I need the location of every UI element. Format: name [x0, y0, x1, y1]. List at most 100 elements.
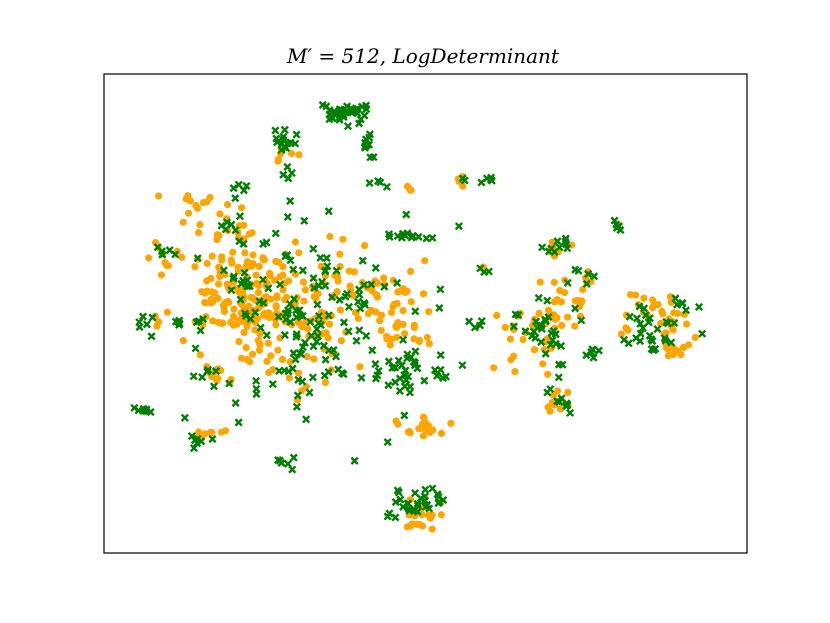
- orange-point: [154, 192, 163, 200]
- orange-point: [490, 364, 498, 372]
- green-x-point: [234, 418, 243, 427]
- orange-point: [422, 426, 430, 434]
- green-x-point: [694, 302, 704, 311]
- green-x-point: [329, 346, 338, 355]
- green-x-point: [436, 365, 445, 374]
- orange-point: [192, 201, 200, 210]
- orange-point: [419, 419, 427, 428]
- orange-point: [556, 405, 564, 413]
- green-x-point: [148, 313, 157, 322]
- orange-point: [683, 320, 691, 328]
- green-x-point: [283, 162, 292, 171]
- orange-point: [228, 259, 236, 267]
- orange-point: [380, 274, 388, 282]
- orange-point: [415, 425, 423, 433]
- green-x-point: [153, 243, 162, 252]
- orange-point: [407, 186, 415, 194]
- green-x-point: [256, 323, 265, 332]
- orange-point: [245, 230, 253, 238]
- green-x-point: [556, 341, 566, 351]
- green-x-point: [399, 335, 408, 344]
- orange-point: [587, 278, 595, 286]
- orange-point: [556, 287, 564, 295]
- green-x-point: [582, 279, 591, 288]
- green-x-point: [571, 304, 580, 313]
- green-x-point: [274, 312, 283, 321]
- orange-point: [539, 360, 547, 368]
- green-x-point: [194, 317, 203, 326]
- green-x-point: [371, 359, 380, 369]
- orange-point: [571, 322, 579, 330]
- green-x-point: [258, 275, 267, 284]
- green-x-point: [219, 266, 228, 275]
- orange-point: [279, 271, 287, 279]
- orange-point: [405, 428, 413, 436]
- green-x-point: [376, 178, 385, 187]
- orange-point: [219, 301, 227, 309]
- orange-point: [240, 328, 248, 337]
- green-x-point: [189, 372, 198, 381]
- green-x-point: [309, 244, 318, 253]
- green-x-point: [681, 306, 691, 315]
- green-x-point: [470, 323, 479, 332]
- orange-point: [264, 339, 272, 347]
- orange-point: [300, 297, 308, 305]
- orange-point: [234, 263, 242, 271]
- green-x-point: [277, 458, 286, 467]
- green-x-point: [354, 297, 363, 306]
- green-x-point: [411, 489, 420, 498]
- orange-point: [336, 250, 344, 258]
- green-x-point: [332, 266, 341, 275]
- orange-point: [301, 286, 309, 294]
- green-x-point: [292, 402, 301, 411]
- green-x-point: [313, 332, 323, 341]
- green-x-point: [252, 384, 261, 393]
- green-x-point: [305, 388, 314, 397]
- green-x-point: [360, 298, 369, 308]
- green-x-point: [234, 180, 243, 189]
- orange-point: [423, 333, 431, 342]
- green-x-point: [384, 357, 393, 366]
- green-x-point: [563, 278, 572, 287]
- green-x-point: [357, 102, 367, 111]
- green-x-point: [632, 333, 641, 343]
- orange-point: [310, 355, 318, 363]
- orange-point: [242, 344, 250, 352]
- orange-point: [294, 318, 303, 326]
- green-x-point: [538, 243, 547, 252]
- orange-point: [230, 305, 238, 313]
- orange-point: [266, 271, 274, 280]
- green-x-point: [414, 232, 423, 241]
- green-x-point: [142, 320, 151, 329]
- green-x-point: [280, 331, 289, 340]
- green-x-point: [671, 294, 680, 303]
- green-x-point: [537, 337, 546, 347]
- orange-point: [506, 335, 514, 343]
- green-x-point: [651, 344, 660, 353]
- green-x-point: [594, 346, 603, 355]
- orange-point: [240, 303, 248, 312]
- orange-point: [654, 301, 662, 309]
- green-x-point: [413, 499, 422, 508]
- green-x-point: [321, 355, 330, 364]
- green-x-point: [425, 504, 434, 513]
- orange-point: [238, 204, 246, 212]
- green-x-point: [388, 363, 397, 372]
- green-x-point: [289, 265, 298, 274]
- orange-point: [389, 303, 397, 311]
- green-x-point: [217, 221, 226, 230]
- green-x-point: [140, 406, 149, 415]
- green-x-point: [547, 329, 556, 338]
- orange-point: [198, 288, 206, 296]
- green-x-point: [434, 492, 443, 501]
- orange-point: [551, 315, 559, 323]
- orange-point: [213, 377, 221, 385]
- green-x-point: [553, 237, 562, 246]
- orange-point: [295, 249, 303, 257]
- green-x-point: [391, 497, 400, 507]
- orange-point: [223, 280, 231, 288]
- green-x-point: [283, 212, 292, 222]
- orange-point: [377, 326, 385, 335]
- green-x-point: [209, 382, 219, 391]
- green-x-point: [288, 364, 297, 373]
